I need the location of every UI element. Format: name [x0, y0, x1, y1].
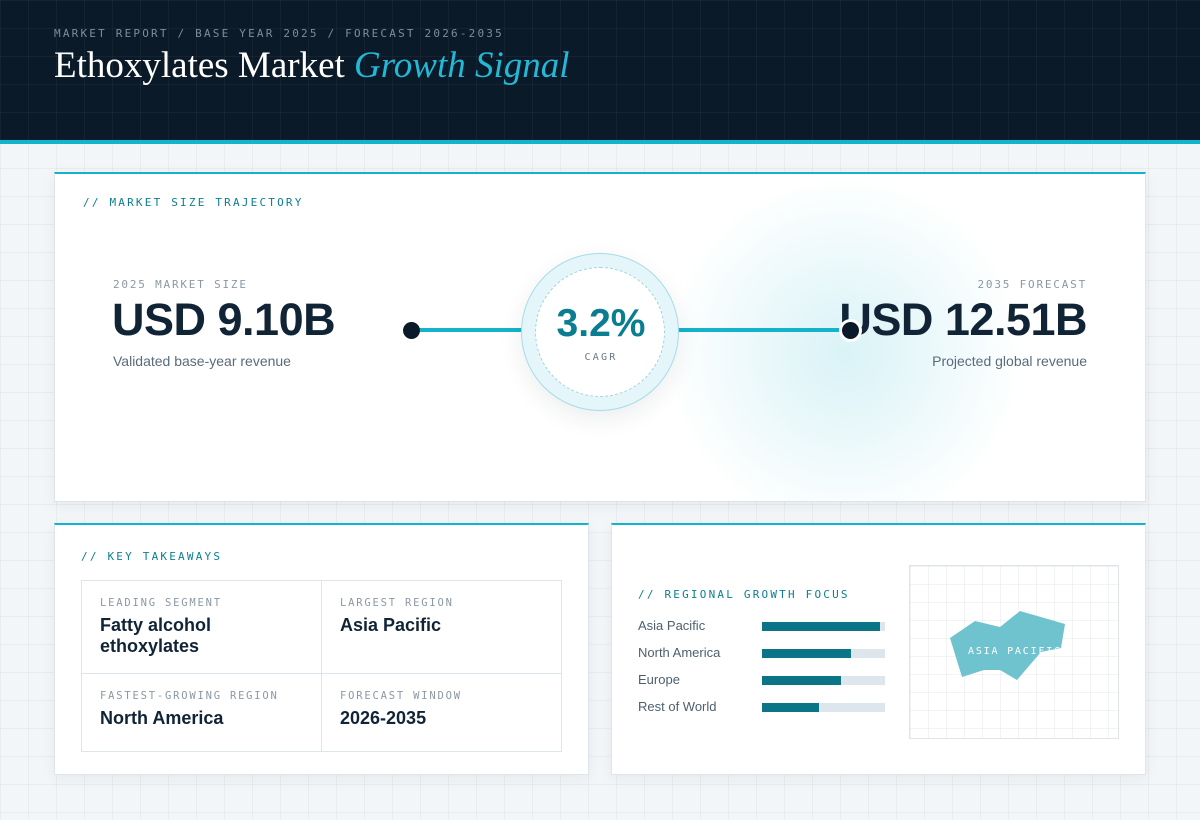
section-label-takeaways: // KEY TAKEAWAYS [81, 550, 223, 563]
region-bar-label: Asia Pacific [638, 618, 706, 633]
end-dot [842, 322, 859, 339]
report-header: MARKET REPORT / BASE YEAR 2025 / FORECAS… [0, 0, 1200, 144]
takeaway-largest-region: LARGEST REGION Asia Pacific [322, 581, 561, 652]
takeaway-leading-segment: LEADING SEGMENT Fatty alcohol ethoxylate… [82, 581, 321, 673]
cagr-label: CAGR [584, 352, 618, 363]
end-caption: Projected global revenue [932, 353, 1087, 369]
region-bar-fill [762, 622, 881, 631]
region-bar-track [762, 622, 885, 631]
cagr-value: 3.2% [556, 302, 646, 345]
takeaway-value: Fatty alcohol ethoxylates [100, 615, 212, 656]
takeaway-fastest-region: FASTEST-GROWING REGION North America [82, 674, 321, 745]
key-takeaways-card: // KEY TAKEAWAYS LEADING SEGMENT Fatty a… [54, 523, 589, 775]
section-label-regional: // REGIONAL GROWTH FOCUS [638, 588, 850, 601]
cagr-badge: 3.2% CAGR [521, 253, 679, 411]
region-bar-fill [762, 649, 851, 658]
region-bar-label: North America [638, 645, 721, 660]
takeaway-label: LARGEST REGION [340, 597, 454, 609]
title-accent: Growth Signal [354, 45, 570, 86]
title-main: Ethoxylates Market [54, 45, 345, 86]
cagr-inner-ring: 3.2% CAGR [535, 267, 665, 397]
asia-pacific-map-shape [950, 611, 1065, 680]
region-bar-track [762, 676, 885, 685]
start-dot [403, 322, 420, 339]
region-bar-fill [762, 703, 819, 712]
region-bar-fill [762, 676, 841, 685]
map-region-label: ASIA PACIFIC [968, 646, 1062, 657]
report-kicker: MARKET REPORT / BASE YEAR 2025 / FORECAS… [54, 27, 504, 40]
takeaway-label: LEADING SEGMENT [100, 597, 222, 609]
takeaway-label: FORECAST WINDOW [340, 690, 462, 702]
takeaway-label: FASTEST-GROWING REGION [100, 690, 279, 702]
takeaway-value: North America [100, 708, 224, 728]
end-label: 2035 FORECAST [977, 278, 1087, 291]
section-label-trajectory: // MARKET SIZE TRAJECTORY [83, 196, 304, 209]
regional-growth-card: // REGIONAL GROWTH FOCUS Asia Pacific No… [611, 523, 1146, 775]
grid-divider-vertical [321, 581, 322, 751]
start-value: USD 9.10B [112, 294, 336, 345]
takeaway-forecast-window: FORECAST WINDOW 2026-2035 [322, 674, 561, 745]
end-value: USD 12.51B [839, 294, 1087, 345]
region-bar-label: Rest of World [638, 699, 717, 714]
region-bar-track [762, 703, 885, 712]
takeaway-value: Asia Pacific [340, 615, 442, 635]
region-bar-track [762, 649, 885, 658]
takeaways-grid: LEADING SEGMENT Fatty alcohol ethoxylate… [81, 580, 562, 752]
start-label: 2025 MARKET SIZE [113, 278, 248, 291]
start-caption: Validated base-year revenue [113, 353, 291, 369]
region-bar-label: Europe [638, 672, 680, 687]
takeaway-value: 2026-2035 [340, 708, 427, 728]
region-map: ASIA PACIFIC [909, 565, 1119, 739]
page-title: Ethoxylates Market Growth Signal [54, 44, 570, 87]
grid-divider-horizontal [82, 673, 561, 674]
market-size-card: // MARKET SIZE TRAJECTORY 2025 MARKET SI… [54, 172, 1146, 502]
